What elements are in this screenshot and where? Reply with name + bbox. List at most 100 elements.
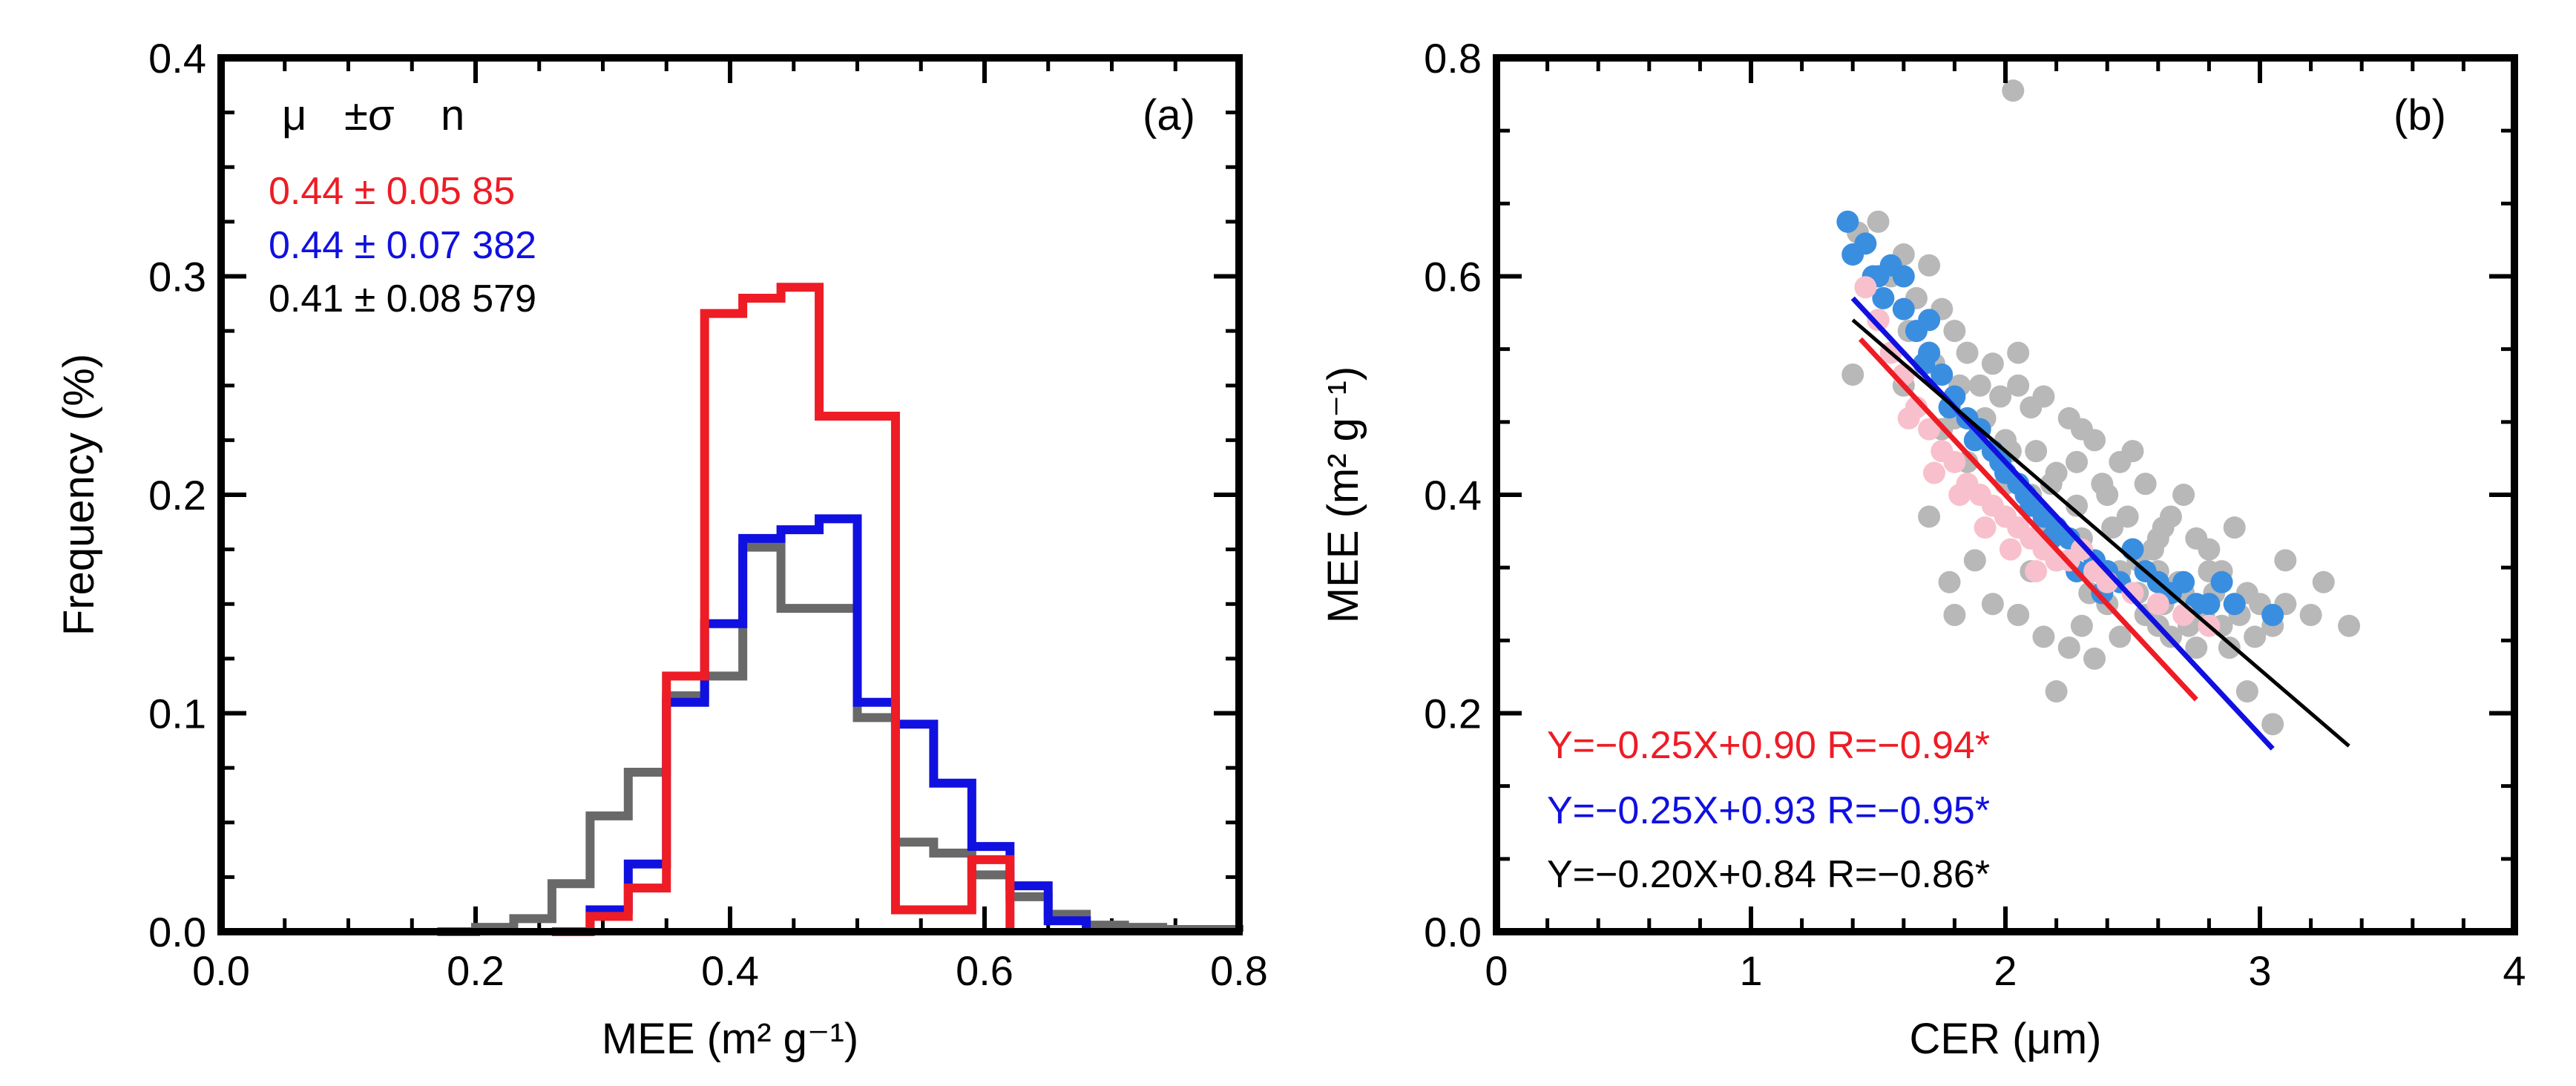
gray-point [2057, 636, 2080, 659]
gray-point [2312, 570, 2335, 593]
y-tick-label: 0.4 [1424, 472, 1482, 519]
gray-point [1963, 549, 1986, 572]
gray-point [1943, 603, 1966, 626]
pink-point [1922, 461, 1945, 484]
histogram-panel: 0.0 0.2 0.4 0.6 0.8 0.0 0.1 0.2 0.3 0.4 (a) μ ±σ … [55, 35, 1268, 1063]
gray-point [1918, 505, 1941, 528]
histogram-series [437, 283, 1243, 936]
x-tick-label: 0 [1485, 947, 1508, 994]
stats-black: 0.41 ± 0.08 579 [269, 277, 536, 320]
gray-point [2121, 440, 2144, 463]
blue-point [1872, 286, 1895, 309]
y-tick-label: 0.2 [1424, 691, 1482, 737]
blue-point [1931, 363, 1954, 386]
histogram-red [551, 283, 1015, 936]
blue-point [1938, 396, 1961, 419]
gray-point [1943, 320, 1966, 343]
pink-point [2121, 582, 2144, 605]
gray-point [2007, 341, 2030, 364]
gray-point [2025, 440, 2048, 463]
pink-point [1867, 309, 1890, 332]
y-tick-label: 0.4 [148, 35, 206, 82]
x-tick-label: 0.8 [1210, 947, 1268, 994]
gray-point [2299, 603, 2322, 626]
x-tick-label: 3 [2248, 947, 2271, 994]
stats-blue: 0.44 ± 0.07 382 [269, 224, 536, 267]
gray-point [2032, 625, 2055, 648]
gray-point [2338, 614, 2361, 637]
gray-point [1918, 254, 1941, 277]
x-tick-label: 0.2 [447, 947, 505, 994]
gray-point [2261, 713, 2284, 736]
x-tick-label: 0.6 [956, 947, 1013, 994]
gray-point [1989, 385, 2012, 408]
blue-point [1892, 265, 1915, 288]
pink-point [1999, 538, 2022, 561]
gray-point [2066, 494, 2089, 517]
blue-point [1854, 232, 1877, 255]
pink-point [2146, 593, 2169, 616]
legend-header-mu: μ [282, 91, 306, 139]
scatter-points [1836, 79, 2361, 736]
y-axis-label-a: Frequency (%) [55, 354, 103, 636]
blue-point [2172, 570, 2195, 593]
panel-label-b: (b) [2393, 91, 2446, 139]
pink-point [1918, 418, 1941, 441]
panel-label-a: (a) [1143, 91, 1195, 139]
pink-point [2025, 560, 2048, 583]
pink-point [1897, 407, 1920, 430]
x-tick-label: 2 [1994, 947, 2017, 994]
blue-point [2261, 603, 2284, 626]
blue-point [2198, 593, 2221, 616]
blue-point [2223, 593, 2246, 616]
tick-labels-b: 0 1 2 3 4 0.0 0.2 0.4 0.6 0.8 [1424, 35, 2526, 994]
gray-point [2134, 473, 2157, 496]
tick-labels-a: 0.0 0.2 0.4 0.6 0.8 0.0 0.1 0.2 0.3 0.4 [148, 35, 1268, 994]
gray-point [2101, 516, 2124, 539]
blue-point [2121, 538, 2144, 561]
blue-point [2210, 570, 2233, 593]
pink-point [1854, 276, 1877, 299]
y-axis-label-b: MEE (m² g⁻¹) [1319, 366, 1367, 623]
gray-point [2185, 636, 2208, 659]
gray-point [2002, 79, 2025, 102]
gray-point [2198, 538, 2221, 561]
gray-point [2066, 450, 2089, 473]
gray-point [1938, 570, 1961, 593]
gray-point [1981, 593, 2004, 616]
y-tick-label: 0.1 [148, 691, 206, 737]
pink-point [1948, 484, 1971, 506]
histogram-gray [437, 542, 1243, 936]
gray-point [1956, 341, 1979, 364]
gray-point [2091, 473, 2114, 496]
x-axis-label-a: MEE (m² g⁻¹) [602, 1015, 858, 1063]
x-axis-label-b: CER (μm) [1910, 1015, 2102, 1063]
gray-point [1981, 352, 2004, 375]
gray-point [2274, 549, 2297, 572]
legend-header-sigma: ±σ [344, 91, 395, 139]
gray-point [2152, 516, 2175, 539]
legend-header-n: n [441, 91, 464, 139]
x-tick-label: 0.0 [192, 947, 250, 994]
pink-point [1974, 516, 1997, 539]
blue-point [1918, 309, 1941, 332]
x-tick-label: 1 [1739, 947, 1762, 994]
gray-point [2172, 484, 2195, 506]
fit-equation-blue: Y=−0.25X+0.93 R=−0.95* [1547, 789, 1990, 832]
gray-point [2020, 396, 2043, 419]
y-tick-label: 0.0 [1424, 909, 1482, 955]
gray-point [2040, 473, 2063, 496]
x-tick-label: 0.4 [701, 947, 759, 994]
y-tick-label: 0.8 [1424, 35, 1482, 82]
x-tick-label: 4 [2503, 947, 2526, 994]
stats-red: 0.44 ± 0.05 85 [269, 170, 515, 213]
blue-point [1836, 210, 1859, 233]
pink-point [2070, 538, 2093, 561]
gray-point [2070, 614, 2093, 637]
fit-lines [1850, 296, 2350, 751]
gray-point [2109, 625, 2132, 648]
gray-point [2007, 374, 2030, 397]
gray-point [2083, 647, 2106, 670]
legend-header: μ ±σ n [282, 91, 464, 139]
fit-line-red [1858, 337, 2198, 702]
